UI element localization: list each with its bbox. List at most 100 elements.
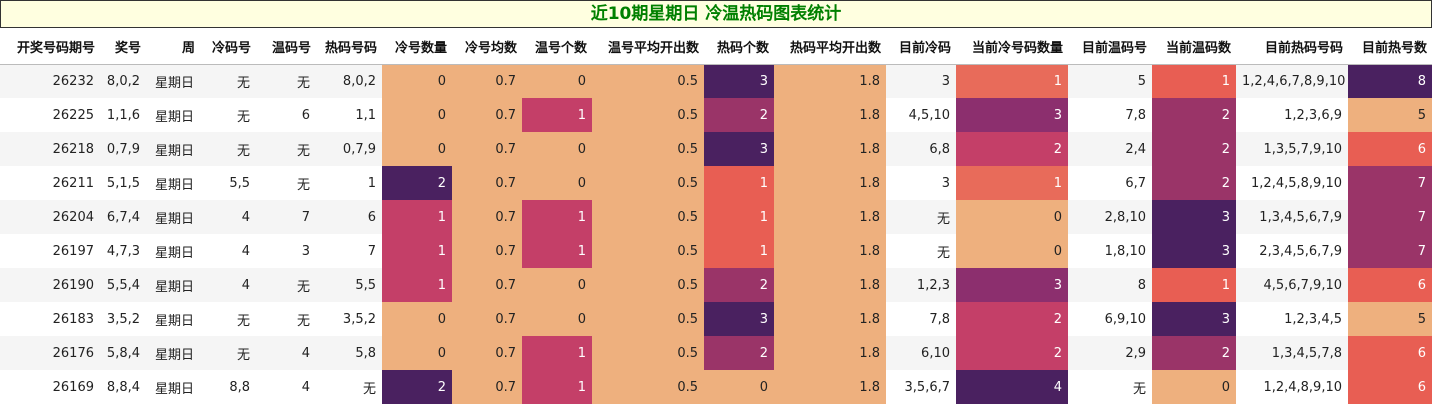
table-cell: 1,8,10 bbox=[1068, 234, 1152, 268]
table-cell: 3 bbox=[886, 64, 956, 98]
table-cell: 6,8 bbox=[886, 132, 956, 166]
table-cell: 3 bbox=[886, 166, 956, 200]
table-cell: 6 bbox=[316, 200, 382, 234]
table-cell: 26169 bbox=[0, 370, 100, 404]
table-cell: 1 bbox=[704, 234, 774, 268]
table-cell: 4 bbox=[200, 234, 256, 268]
table-cell: 1.8 bbox=[774, 234, 886, 268]
table-cell: 26225 bbox=[0, 98, 100, 132]
table-row: 26190 5,5,4 星期日 4 无 5,5 1 0.7 0 0.5 2 1.8 1,2,3 3 8 1 4,… bbox=[0, 268, 1432, 302]
table-cell: 星期日 bbox=[146, 302, 200, 336]
table-cell: 0.7 bbox=[452, 64, 522, 98]
table-cell: 0.5 bbox=[592, 336, 704, 370]
table-cell: 3 bbox=[1152, 200, 1236, 234]
table-cell: 1,3,4,5,6,7,9 bbox=[1236, 200, 1348, 234]
table-cell: 6 bbox=[256, 98, 316, 132]
table-cell: 5,8,4 bbox=[100, 336, 146, 370]
table-cell: 0 bbox=[704, 370, 774, 404]
table-cell: 2,4 bbox=[1068, 132, 1152, 166]
table-cell: 5,5 bbox=[316, 268, 382, 302]
table-cell: 7,8 bbox=[886, 302, 956, 336]
table-cell: 1,2,4,6,7,8,9,10 bbox=[1236, 64, 1348, 98]
table-cell: 1 bbox=[522, 234, 592, 268]
table-cell: 2 bbox=[956, 336, 1068, 370]
table-cell: 26190 bbox=[0, 268, 100, 302]
table-row: 26211 5,1,5 星期日 5,5 无 1 2 0.7 0 0.5 1 1.8 3 1 6,7 2 1,2,… bbox=[0, 166, 1432, 200]
table-cell: 3,5,6,7 bbox=[886, 370, 956, 404]
column-header: 目前温码号 bbox=[1068, 30, 1152, 65]
table-cell: 1.8 bbox=[774, 200, 886, 234]
table-cell: 1.8 bbox=[774, 166, 886, 200]
table-cell: 无 bbox=[200, 302, 256, 336]
table-cell: 0.7 bbox=[452, 200, 522, 234]
table-cell: 0 bbox=[382, 302, 452, 336]
column-header: 温号个数 bbox=[522, 30, 592, 65]
table-cell: 0.7 bbox=[452, 370, 522, 404]
table-cell: 4 bbox=[200, 200, 256, 234]
table-cell: 5,5,4 bbox=[100, 268, 146, 302]
table-cell: 0.7 bbox=[452, 132, 522, 166]
table-cell: 2 bbox=[704, 336, 774, 370]
table-cell: 0 bbox=[382, 98, 452, 132]
column-header: 奖号 bbox=[100, 30, 146, 65]
table-cell: 3 bbox=[704, 302, 774, 336]
table-cell: 5 bbox=[1068, 64, 1152, 98]
table-cell: 2,3,4,5,6,7,9 bbox=[1236, 234, 1348, 268]
table-cell: 26211 bbox=[0, 166, 100, 200]
table-cell: 7 bbox=[316, 234, 382, 268]
table-cell: 无 bbox=[316, 370, 382, 404]
table-body: 26232 8,0,2 星期日无无 8,0,2 0 0.7 0 0.5 3 1.8 3 1 5 1 1,2,… bbox=[0, 64, 1432, 404]
table-cell: 3 bbox=[704, 132, 774, 166]
table-cell: 1,3,4,5,7,8 bbox=[1236, 336, 1348, 370]
table-cell: 0 bbox=[1152, 370, 1236, 404]
table-cell: 8,8 bbox=[200, 370, 256, 404]
table-cell: 0.5 bbox=[592, 98, 704, 132]
table-cell: 无 bbox=[256, 268, 316, 302]
table-cell: 无 bbox=[200, 132, 256, 166]
table-cell: 4,5,10 bbox=[886, 98, 956, 132]
table-cell: 0.5 bbox=[592, 166, 704, 200]
table-cell: 0.5 bbox=[592, 268, 704, 302]
table-cell: 1,2,3,6,9 bbox=[1236, 98, 1348, 132]
table-cell: 2 bbox=[1152, 132, 1236, 166]
table-cell: 3 bbox=[956, 268, 1068, 302]
table-row: 26232 8,0,2 星期日无无 8,0,2 0 0.7 0 0.5 3 1.8 3 1 5 1 1,2,… bbox=[0, 64, 1432, 98]
column-header: 当前温码数 bbox=[1152, 30, 1236, 65]
table-cell: 1,1,6 bbox=[100, 98, 146, 132]
table-cell: 无 bbox=[200, 98, 256, 132]
table-cell: 1.8 bbox=[774, 370, 886, 404]
table-cell: 星期日 bbox=[146, 268, 200, 302]
table-cell: 4 bbox=[956, 370, 1068, 404]
column-header: 当前冷号码数量 bbox=[956, 30, 1068, 65]
table-cell: 1 bbox=[382, 268, 452, 302]
table-cell: 2 bbox=[956, 132, 1068, 166]
table-cell: 2 bbox=[704, 98, 774, 132]
table-cell: 0 bbox=[522, 64, 592, 98]
table-cell: 无 bbox=[200, 336, 256, 370]
table-cell: 1.8 bbox=[774, 132, 886, 166]
table-cell: 2 bbox=[382, 370, 452, 404]
table-cell: 无 bbox=[256, 64, 316, 98]
table-cell: 8,0,2 bbox=[100, 64, 146, 98]
table-cell: 1.8 bbox=[774, 64, 886, 98]
table-cell: 1,2,3 bbox=[886, 268, 956, 302]
table-cell: 6,9,10 bbox=[1068, 302, 1152, 336]
table-cell: 7 bbox=[1348, 166, 1432, 200]
table-cell: 0.5 bbox=[592, 200, 704, 234]
table-cell: 1,3,5,7,9,10 bbox=[1236, 132, 1348, 166]
table-cell: 星期日 bbox=[146, 132, 200, 166]
table-cell: 0 bbox=[382, 64, 452, 98]
table-cell: 0 bbox=[522, 302, 592, 336]
table-cell: 星期日 bbox=[146, 234, 200, 268]
column-header: 热码个数 bbox=[704, 30, 774, 65]
table-cell: 无 bbox=[886, 200, 956, 234]
table-cell: 6,7,4 bbox=[100, 200, 146, 234]
table-cell: 1 bbox=[704, 166, 774, 200]
table-cell: 1 bbox=[382, 234, 452, 268]
table-cell: 0.7 bbox=[452, 268, 522, 302]
table-cell: 无 bbox=[256, 166, 316, 200]
column-header: 目前热号数 bbox=[1348, 30, 1432, 65]
table-cell: 无 bbox=[256, 132, 316, 166]
table-cell: 1.8 bbox=[774, 336, 886, 370]
table-cell: 3 bbox=[1152, 234, 1236, 268]
